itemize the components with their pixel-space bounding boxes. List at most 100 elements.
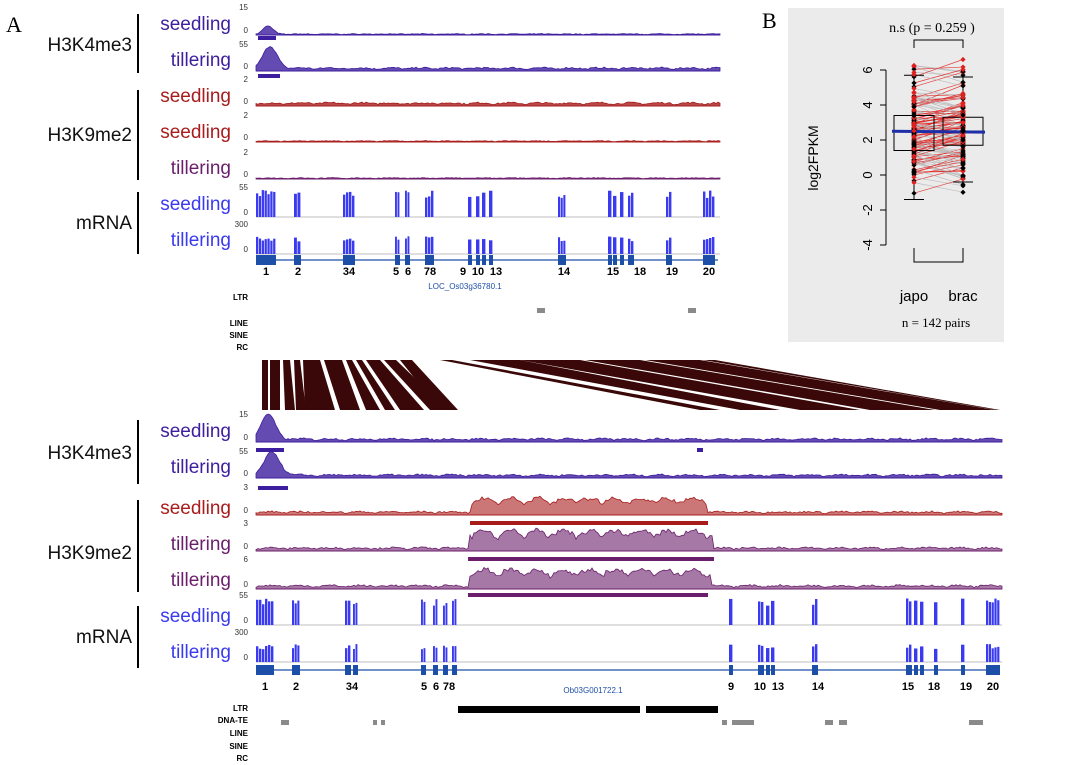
rna-coverage-bar bbox=[352, 240, 355, 254]
stage-label: seedling bbox=[160, 498, 231, 519]
pair-line bbox=[913, 114, 964, 124]
synteny-ribbon bbox=[346, 360, 380, 410]
h3k4me3-peak-bar bbox=[258, 486, 288, 490]
synteny-ribbon bbox=[470, 360, 780, 410]
data-point bbox=[960, 189, 966, 195]
gene-exon bbox=[986, 665, 1000, 675]
rna-coverage-bar bbox=[991, 648, 994, 662]
exon-label: 2 bbox=[293, 681, 299, 693]
gene-exon bbox=[771, 665, 775, 675]
track-yzero: 0 bbox=[244, 133, 249, 142]
track-yzero: 0 bbox=[244, 616, 249, 625]
rna-coverage-bar bbox=[346, 239, 349, 254]
rna-coverage-bar bbox=[348, 645, 351, 662]
te-track-label: LTR bbox=[233, 293, 248, 302]
panel-a-genome-browser: H3K4me3H3K9me2mRNAseedling150tillering55… bbox=[48, 3, 1003, 763]
mark-label: H3K9me2 bbox=[48, 543, 133, 564]
track: seedling 55 0 bbox=[160, 183, 720, 218]
gene-exon bbox=[395, 255, 400, 265]
rna-coverage-bar bbox=[435, 647, 438, 662]
exon-label: 9 bbox=[460, 266, 466, 278]
track: seedling 15 0 bbox=[160, 410, 1003, 443]
pair-line bbox=[913, 59, 964, 78]
rna-coverage-bar bbox=[421, 649, 423, 662]
rna-coverage-bar bbox=[703, 239, 706, 254]
te-element bbox=[969, 720, 983, 725]
data-point bbox=[960, 90, 966, 96]
track-yzero: 0 bbox=[244, 580, 249, 589]
synteny-links bbox=[262, 360, 1000, 410]
rna-coverage-bar bbox=[297, 192, 301, 217]
rna-coverage-bar bbox=[435, 599, 438, 625]
rna-coverage-bar bbox=[758, 644, 761, 662]
gene-exon bbox=[608, 255, 612, 265]
rna-coverage-bar bbox=[264, 239, 267, 254]
rna-coverage-bar bbox=[906, 598, 909, 625]
synteny-ribbon bbox=[703, 360, 1000, 410]
rna-coverage-bar bbox=[909, 601, 912, 625]
stage-label: seedling bbox=[160, 86, 231, 107]
rna-coverage-bar bbox=[433, 646, 435, 662]
pair-line bbox=[913, 122, 964, 125]
track: tillering 55 0 bbox=[171, 40, 721, 72]
gene-exon bbox=[292, 665, 300, 675]
signal-area bbox=[255, 566, 1003, 590]
pair-line bbox=[913, 178, 964, 194]
data-point bbox=[911, 146, 917, 152]
rna-coverage-bar bbox=[558, 237, 561, 254]
synteny-ribbon bbox=[303, 360, 335, 410]
gene-exon bbox=[758, 665, 764, 675]
rna-coverage-bar bbox=[407, 192, 410, 217]
pair-line bbox=[913, 66, 964, 83]
data-point bbox=[911, 190, 917, 196]
pair-line bbox=[913, 148, 964, 165]
te-track-label: LINE bbox=[230, 319, 249, 328]
bottom-bracket bbox=[913, 248, 964, 263]
rna-coverage-bar bbox=[273, 191, 276, 217]
rna-coverage-bar bbox=[669, 191, 672, 217]
rna-coverage-bar bbox=[934, 648, 938, 662]
gene-exon bbox=[421, 665, 426, 675]
rna-coverage-bar bbox=[443, 645, 445, 662]
data-point bbox=[911, 180, 917, 186]
rna-coverage-bar bbox=[628, 195, 631, 217]
rna-coverage-bar bbox=[709, 237, 712, 254]
h3k4me3-peak-bar bbox=[697, 448, 703, 452]
exon-label: 34 bbox=[343, 266, 356, 278]
stage-label: seedling bbox=[160, 14, 231, 35]
rna-coverage-bar bbox=[771, 647, 775, 662]
rna-coverage-bar bbox=[256, 193, 259, 217]
rna-coverage-bar bbox=[712, 237, 715, 254]
pair-line bbox=[913, 140, 964, 157]
gene-name: Ob03G001722.1 bbox=[563, 686, 623, 695]
gene-exon bbox=[256, 665, 274, 675]
gene-exon bbox=[934, 665, 938, 675]
data-point bbox=[960, 72, 966, 78]
h3k4me3-peak-bar bbox=[256, 448, 284, 452]
signal-area bbox=[255, 527, 1003, 552]
data-point bbox=[911, 66, 917, 72]
synteny-ribbon bbox=[283, 360, 295, 410]
rna-coverage-bar bbox=[812, 646, 815, 662]
stage-label: tillering bbox=[171, 158, 231, 179]
rna-coverage-bar bbox=[454, 646, 457, 662]
pair-line bbox=[913, 92, 964, 107]
rna-coverage-bar bbox=[265, 598, 268, 625]
rna-coverage-bar bbox=[613, 195, 617, 217]
gene-exon bbox=[443, 665, 448, 675]
data-point bbox=[960, 137, 966, 143]
rna-coverage-bar bbox=[489, 190, 493, 217]
exon-label: 9 bbox=[728, 681, 734, 693]
exon-label: 15 bbox=[607, 266, 619, 278]
panel-label-a: A bbox=[6, 12, 22, 37]
te-element bbox=[722, 720, 727, 725]
rna-coverage-bar bbox=[620, 237, 624, 254]
track-ymax: 55 bbox=[239, 40, 248, 49]
rna-coverage-bar bbox=[443, 605, 445, 625]
rna-coverage-bar bbox=[997, 600, 1000, 625]
rna-coverage-bar bbox=[454, 599, 457, 625]
rna-coverage-bar bbox=[758, 601, 761, 625]
rna-coverage-bar bbox=[258, 196, 262, 217]
track: seedling 15 0 bbox=[160, 3, 721, 36]
data-point bbox=[911, 80, 917, 86]
